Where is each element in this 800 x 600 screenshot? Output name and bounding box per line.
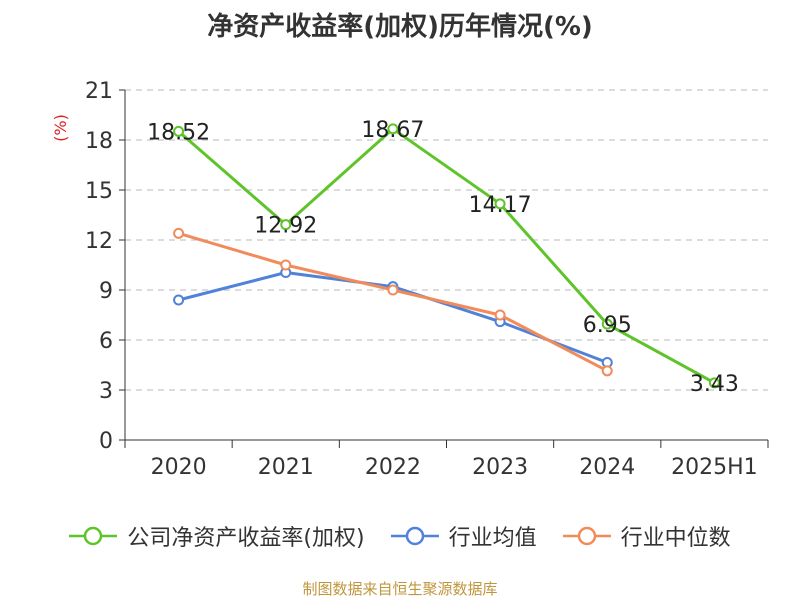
data-point bbox=[173, 125, 185, 137]
x-tick-label: 2023 bbox=[472, 455, 528, 480]
data-point bbox=[494, 309, 506, 321]
y-tick-label: 9 bbox=[99, 279, 113, 304]
data-point bbox=[173, 227, 185, 239]
y-tick-label: 12 bbox=[85, 229, 113, 254]
data-label: 18.67 bbox=[361, 118, 424, 143]
y-tick-label: 3 bbox=[99, 379, 113, 404]
x-tick-label: 2020 bbox=[151, 455, 207, 480]
legend-item-company[interactable]: 公司净资产收益率(加权) bbox=[69, 520, 365, 552]
y-tick-label: 18 bbox=[85, 129, 113, 154]
chart-title: 净资产收益率(加权)历年情况(%) bbox=[207, 12, 593, 42]
data-label: 3.43 bbox=[690, 372, 739, 397]
data-point bbox=[494, 198, 506, 210]
data-point bbox=[173, 294, 185, 306]
data-point bbox=[387, 123, 399, 135]
legend-swatch-company bbox=[69, 526, 118, 546]
data-label: 12.92 bbox=[254, 214, 317, 239]
legend-label-industry-mean: 行业均值 bbox=[448, 526, 537, 551]
x-tick-label: 2022 bbox=[365, 455, 421, 480]
legend-swatch-industry-mean bbox=[390, 526, 439, 546]
data-point bbox=[280, 219, 292, 231]
data-point bbox=[280, 259, 292, 271]
legend-label-company: 公司净资产收益率(加权) bbox=[127, 526, 365, 551]
y-tick-label: 0 bbox=[99, 429, 113, 454]
legend-item-industry-median[interactable]: 行业中位数 bbox=[562, 520, 731, 552]
data-point bbox=[601, 365, 613, 377]
legend-swatch-industry-median bbox=[562, 526, 611, 546]
data-source-note: 制图数据来自恒生聚源数据库 bbox=[302, 580, 498, 598]
axes: 0 3 6 9 12 15 18 21 2020 2021 2022 2023 2024 2025H1 (%… bbox=[51, 79, 769, 480]
y-tick-label: 6 bbox=[99, 329, 113, 354]
y-tick-label: 21 bbox=[85, 79, 113, 104]
data-label: 6.95 bbox=[583, 313, 632, 338]
x-tick-label: 2024 bbox=[579, 455, 635, 480]
series-line bbox=[177, 127, 716, 385]
data-label: 18.52 bbox=[147, 120, 210, 145]
x-tick-label: 2025H1 bbox=[671, 455, 758, 480]
data-point bbox=[601, 318, 613, 330]
data-point bbox=[708, 377, 720, 389]
data-point bbox=[387, 284, 399, 296]
y-tick-label: 15 bbox=[85, 179, 113, 204]
legend-item-industry-mean[interactable]: 行业均值 bbox=[390, 520, 537, 552]
grid-lines bbox=[125, 89, 768, 391]
series-layer bbox=[173, 123, 720, 389]
y-axis-label: (%) bbox=[51, 114, 70, 142]
data-label: 14.17 bbox=[469, 193, 532, 218]
legend-label-industry-median: 行业中位数 bbox=[620, 526, 731, 551]
legend: 公司净资产收益率(加权) 行业均值 行业中位数 bbox=[0, 520, 800, 552]
x-tick-label: 2021 bbox=[258, 455, 314, 480]
data-labels: 18.52 12.92 18.67 14.17 6.95 3.43 bbox=[147, 118, 739, 397]
